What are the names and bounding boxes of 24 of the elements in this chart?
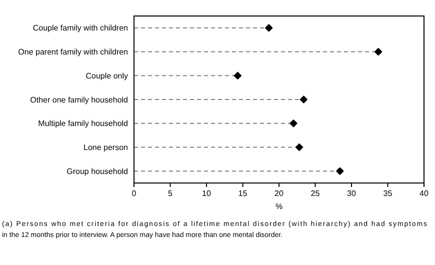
point [300, 96, 308, 104]
y-tick-label: One parent family with children [18, 48, 128, 57]
point [290, 120, 298, 128]
x-tick-label: 35 [383, 189, 393, 198]
y-tick-label: Multiple family household [38, 119, 128, 128]
x-tick-label: 40 [420, 189, 429, 198]
point [296, 143, 304, 152]
x-tick-label: 0 [132, 189, 137, 198]
x-tick-label: 10 [202, 189, 212, 198]
x-tick-label: 30 [347, 189, 356, 198]
y-tick-label: Lone person [84, 143, 128, 152]
y-tick-label: Group household [66, 166, 128, 176]
x-tick-label: 25 [310, 189, 320, 198]
point [374, 48, 382, 56]
point [234, 72, 242, 80]
point [265, 24, 273, 32]
x-tick-label: 15 [238, 189, 248, 198]
y-tick-label: Couple family with children [32, 24, 128, 33]
point [336, 167, 344, 175]
y-tick-label: Other one family household [30, 95, 128, 104]
x-axis-title: % [275, 202, 283, 211]
y-tick-label: Couple only [86, 71, 128, 80]
x-tick-label: 5 [168, 189, 174, 198]
x-tick-label: 20 [274, 189, 284, 198]
